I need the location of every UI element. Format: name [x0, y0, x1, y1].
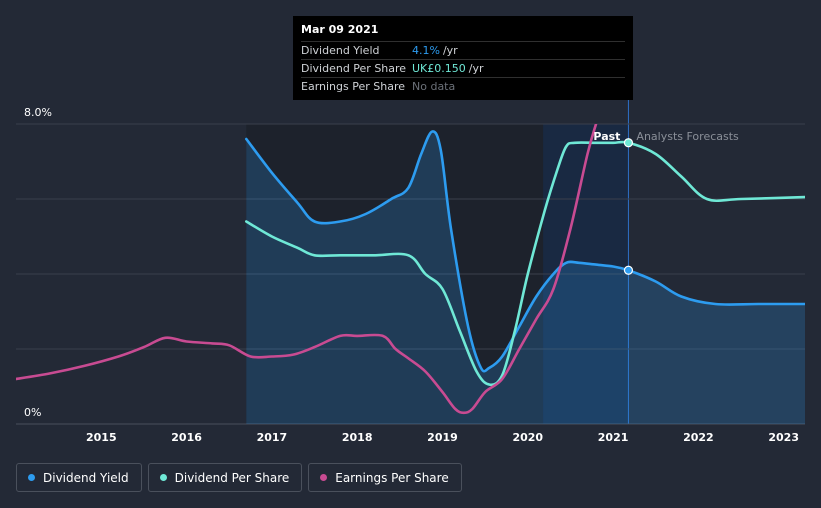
- highlight-point: [623, 138, 634, 148]
- legend-item-dividend-yield[interactable]: Dividend Yield: [16, 463, 142, 492]
- series-line-earnings-per-share: [16, 124, 598, 415]
- highlight-point: [623, 265, 634, 275]
- x-tick-label: 2019: [427, 431, 458, 444]
- x-tick-label: 2021: [598, 431, 629, 444]
- past-label: Past: [593, 130, 620, 143]
- series-line-dividend-yield: [245, 130, 805, 373]
- legend-label: Dividend Yield: [43, 470, 129, 485]
- tooltip-key: Dividend Per Share: [301, 62, 407, 75]
- x-tick-label: 2016: [171, 431, 202, 444]
- chart-legend: Dividend Yield Dividend Per Share Earnin…: [16, 463, 462, 492]
- tooltip-row-dividend-per-share: Dividend Per Share UK£0.150 /yr: [301, 60, 625, 78]
- tooltip-value: No data: [412, 80, 456, 93]
- hover-tooltip: Mar 09 2021 Dividend Yield 4.1% /yr Divi…: [293, 16, 633, 100]
- series-lines: [16, 124, 805, 415]
- tooltip-key: Dividend Yield: [301, 44, 380, 57]
- tooltip-date: Mar 09 2021: [301, 23, 625, 42]
- legend-dot-icon: [28, 474, 35, 481]
- tooltip-row-dividend-yield: Dividend Yield 4.1% /yr: [301, 42, 625, 60]
- legend-dot-icon: [320, 474, 328, 481]
- legend-label: Dividend Per Share: [174, 470, 290, 485]
- tooltip-value: 4.1%: [412, 44, 440, 57]
- legend-label: Earnings Per Share: [335, 470, 449, 485]
- highlight-markers: [623, 138, 634, 275]
- legend-item-dividend-per-share[interactable]: Dividend Per Share: [147, 463, 303, 492]
- gridlines: [16, 123, 805, 425]
- x-tick-label: 2022: [683, 431, 714, 444]
- x-tick-label: 2015: [86, 431, 117, 444]
- forecast-label: Analysts Forecasts: [636, 130, 739, 143]
- x-tick-label: 2020: [512, 431, 543, 444]
- tooltip-value: UK£0.150: [412, 62, 466, 75]
- legend-item-earnings-per-share[interactable]: Earnings Per Share: [308, 463, 462, 492]
- x-tick-label: 2023: [768, 431, 799, 444]
- series-line-dividend-per-share: [245, 140, 805, 387]
- tooltip-unit: /yr: [468, 62, 484, 75]
- axis-labels: 8.0% 0% 2015 2016 2017 2018 2019 2020 2021 2022 20…: [24, 106, 799, 444]
- series-area-dividend-yield: [246, 131, 805, 424]
- legend-dot-icon: [159, 474, 167, 481]
- x-tick-label: 2017: [257, 431, 288, 444]
- y-tick-label: 8.0%: [24, 106, 52, 119]
- x-tick-label: 2018: [342, 431, 373, 444]
- y-tick-label: 0%: [24, 406, 41, 419]
- series-fill: [246, 131, 805, 424]
- tooltip-key: Earnings Per Share: [301, 80, 406, 93]
- tooltip-row-earnings-per-share: Earnings Per Share No data: [301, 78, 625, 95]
- tooltip-unit: /yr: [442, 44, 458, 57]
